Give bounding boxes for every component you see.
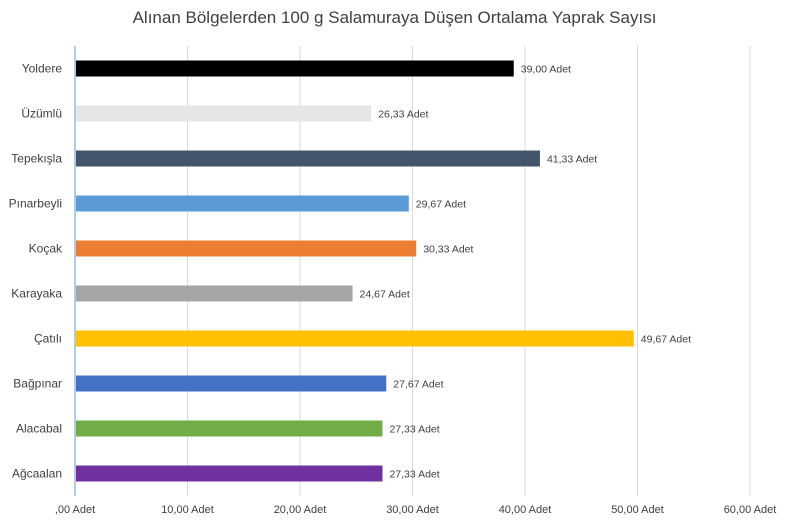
category-label: Çatılı	[34, 332, 62, 346]
data-label: 41,33 Adet	[547, 154, 597, 166]
x-tick-label: 40,00 Adet	[499, 504, 552, 516]
bar	[76, 150, 540, 167]
x-tick-label: 20,00 Adet	[274, 504, 327, 516]
data-label: 27,67 Adet	[393, 379, 443, 391]
category-label: Karayaka	[11, 287, 62, 301]
x-tick-label: ,00 Adet	[55, 504, 95, 516]
x-tick-label: 10,00 Adet	[161, 504, 214, 516]
bar	[76, 285, 353, 302]
chart-title: Alınan Bölgelerden 100 g Salamuraya Düşe…	[132, 8, 657, 27]
axes: ,00 Adet 10,00 Adet 20,00 Adet 30,00 Adet 40…	[9, 46, 777, 516]
data-label: 30,33 Adet	[423, 244, 473, 256]
category-label: Üzümlü	[21, 107, 62, 121]
x-tick-label: 50,00 Adet	[611, 504, 664, 516]
data-label: 29,67 Adet	[416, 199, 466, 211]
category-label: Ağcaalan	[12, 467, 62, 481]
bar	[76, 375, 387, 392]
data-label: 49,67 Adet	[641, 334, 691, 346]
category-label: Pınarbeyli	[9, 197, 62, 211]
x-tick-label: 30,00 Adet	[386, 504, 439, 516]
bar	[76, 465, 383, 482]
bar	[76, 60, 514, 77]
data-label: 24,67 Adet	[360, 289, 410, 301]
category-label: Bağpınar	[13, 377, 62, 391]
bar	[76, 330, 634, 347]
category-label: Tepekışla	[11, 152, 62, 166]
data-label: 27,33 Adet	[389, 424, 439, 436]
category-label: Yoldere	[22, 62, 63, 76]
data-label: 39,00 Adet	[521, 64, 571, 76]
bars: 39,00 Adet 26,33 Adet 41,33 Adet 29,67 Adet…	[76, 60, 691, 482]
bar	[76, 240, 417, 257]
x-tick-label: 60,00 Adet	[724, 504, 777, 516]
bar	[76, 105, 372, 122]
category-label: Alacabal	[16, 422, 62, 436]
bar	[76, 195, 409, 212]
data-label: 27,33 Adet	[389, 469, 439, 481]
data-label: 26,33 Adet	[378, 109, 428, 121]
category-label: Koçak	[29, 242, 63, 256]
bar	[76, 420, 383, 437]
